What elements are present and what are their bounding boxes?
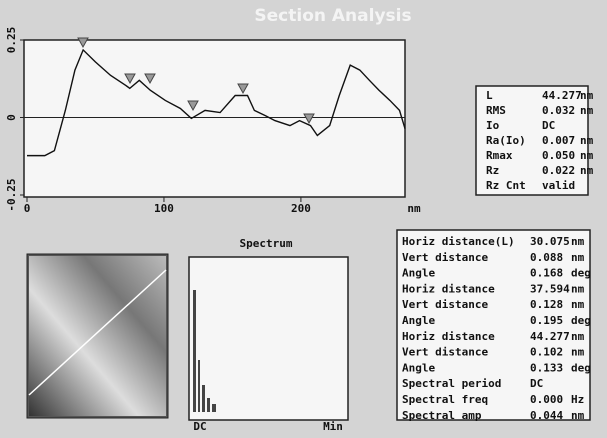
- table-cell: nm: [571, 330, 585, 343]
- page-title: Section Analysis: [254, 6, 411, 26]
- table-cell: Rz: [486, 164, 499, 177]
- table-cell: nm: [571, 409, 585, 422]
- spectrum-frame: [189, 257, 348, 420]
- table-cell: Horiz distance: [402, 282, 495, 295]
- table-cell: 0.044: [530, 409, 563, 422]
- table-cell: deg: [571, 314, 591, 327]
- table-cell: deg: [571, 361, 591, 374]
- table-cell: 0.128: [530, 298, 563, 311]
- afm-texture: [29, 256, 166, 416]
- x-tick-label: 100: [154, 202, 174, 215]
- spectrum-start: DC: [193, 420, 206, 433]
- table-cell: valid: [542, 179, 575, 192]
- table-cell: Horiz distance(L): [402, 235, 515, 248]
- table-cell: Io: [486, 119, 500, 132]
- table-cell: Vert distance: [402, 251, 488, 264]
- table-cell: 0.168: [530, 267, 563, 280]
- table-cell: nm: [580, 89, 594, 102]
- table-cell: 44.277: [530, 330, 570, 343]
- table-cell: 0.022: [542, 164, 575, 177]
- table-cell: Vert distance: [402, 298, 488, 311]
- table-cell: 0.195: [530, 314, 563, 327]
- spectrum-end: Min: [323, 420, 343, 433]
- table-cell: Rmax: [486, 149, 513, 162]
- screen: Section Analysis Spectrum DC Min -0.25 0 0…: [0, 0, 607, 434]
- table-cell: nm: [571, 251, 585, 264]
- table-cell: 0.088: [530, 251, 563, 264]
- table-cell: Angle: [402, 267, 435, 280]
- y-tick-label: 0: [5, 114, 18, 121]
- x-tick-label: 0: [24, 202, 31, 215]
- table-cell: Spectral freq: [402, 393, 488, 406]
- table-cell: 37.594: [530, 282, 570, 295]
- table-cell: Vert distance: [402, 346, 488, 359]
- table-cell: 0.007: [542, 134, 575, 147]
- y-tick-label: 0.25: [5, 27, 18, 54]
- table-cell: nm: [571, 282, 585, 295]
- table-cell: DC: [542, 119, 555, 132]
- table-cell: Hz: [571, 393, 584, 406]
- table-cell: L: [486, 89, 493, 102]
- table-cell: Rz Cnt: [486, 179, 526, 192]
- profile-frame: [24, 40, 405, 197]
- table-cell: DC: [530, 377, 543, 390]
- table-cell: 0.032: [542, 104, 575, 117]
- table-cell: deg: [571, 267, 591, 280]
- table-cell: 44.277: [542, 89, 582, 102]
- spectrum-title: Spectrum: [240, 237, 293, 250]
- table-cell: nm: [571, 298, 585, 311]
- table-cell: nm: [571, 235, 585, 248]
- table-cell: Angle: [402, 314, 435, 327]
- table-cell: nm: [580, 149, 594, 162]
- table-cell: RMS: [486, 104, 506, 117]
- table-cell: Spectral period: [402, 377, 501, 390]
- table-cell: 0.102: [530, 346, 563, 359]
- table-cell: Spectral amp: [402, 409, 482, 422]
- table-cell: Ra(Io): [486, 134, 526, 147]
- table-cell: 0.133: [530, 361, 563, 374]
- table-cell: nm: [580, 134, 594, 147]
- x-axis-label: nm: [407, 202, 421, 215]
- table-cell: 0.000: [530, 393, 563, 406]
- table-cell: nm: [580, 164, 594, 177]
- table-cell: 0.050: [542, 149, 575, 162]
- table-cell: nm: [571, 346, 585, 359]
- table-cell: 30.075: [530, 235, 570, 248]
- table-cell: Horiz distance: [402, 330, 495, 343]
- y-tick-label: -0.25: [5, 178, 18, 211]
- x-tick-label: 200: [291, 202, 311, 215]
- table-cell: nm: [580, 104, 594, 117]
- table-cell: Angle: [402, 361, 435, 374]
